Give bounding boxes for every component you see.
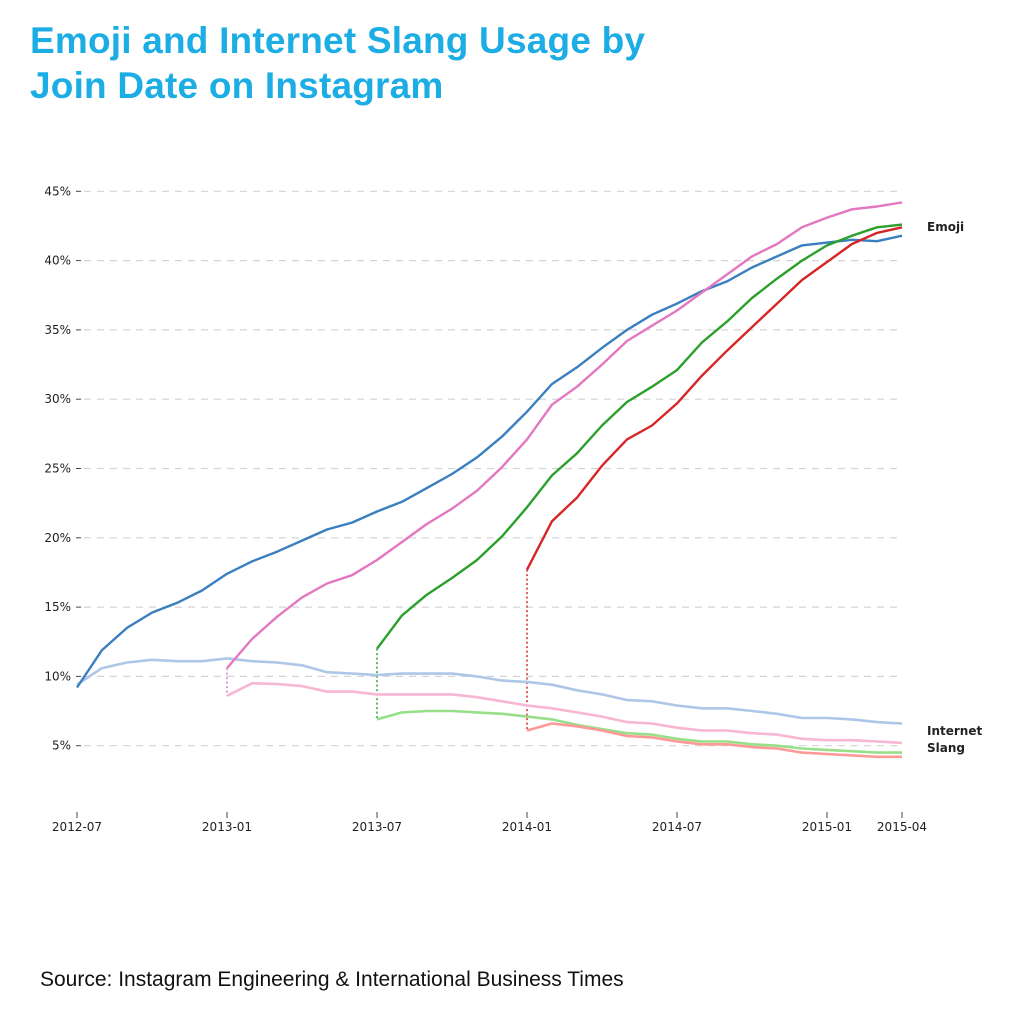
x-tick-label: 2012-07 <box>52 820 102 834</box>
x-tick-label: 2015-01 <box>802 820 852 834</box>
x-tick-label: 2013-07 <box>352 820 402 834</box>
emoji-line-2013-07 <box>376 223 903 650</box>
x-tick-label: 2015-04 <box>877 820 927 834</box>
annotation-emoji: Emoji <box>927 220 964 234</box>
annotation-slang-line-1: Internet <box>927 724 982 738</box>
y-tick-label: 10% <box>44 669 71 683</box>
x-tick-label: 2014-01 <box>502 820 552 834</box>
y-tick-label: 30% <box>44 392 71 406</box>
source-note: Source: Instagram Engineering & Internat… <box>40 968 624 991</box>
x-tick-label: 2013-01 <box>202 820 252 834</box>
x-tick-label: 2014-07 <box>652 820 702 834</box>
slang-line-2012-07 <box>76 657 903 725</box>
cohort-connectors <box>226 569 528 731</box>
slang-line-2013-01 <box>226 681 903 745</box>
x-axis: 2012-07 2013-01 2013-07 2014-01 2014-07 2015-… <box>52 812 927 834</box>
y-tick-label: 35% <box>44 323 71 337</box>
emoji-line-2012-07 <box>76 234 903 689</box>
y-tick-label: 40% <box>44 254 71 268</box>
y-axis: 5% 10% 15% 20% 25% 30% 35% 40% 45% <box>44 184 81 753</box>
chart-title-line-2: Join Date on Instagram <box>30 65 444 106</box>
annotation-slang-line-2: Slang <box>927 741 965 755</box>
y-tick-label: 15% <box>44 600 71 614</box>
y-tick-label: 5% <box>52 739 71 753</box>
y-tick-label: 45% <box>44 184 71 198</box>
chart-title: Emoji and Internet Slang Usage by Join D… <box>30 18 645 108</box>
y-tick-label: 20% <box>44 531 71 545</box>
series-lines <box>76 201 903 759</box>
emoji-line-2013-01 <box>226 201 903 669</box>
gridlines <box>84 190 902 747</box>
slang-line-2013-07 <box>376 709 902 754</box>
slang-line-2014-01 <box>526 722 902 759</box>
emoji-line-2014-01 <box>525 226 903 571</box>
chart-title-line-1: Emoji and Internet Slang Usage by <box>30 20 646 61</box>
y-tick-label: 25% <box>44 462 71 476</box>
